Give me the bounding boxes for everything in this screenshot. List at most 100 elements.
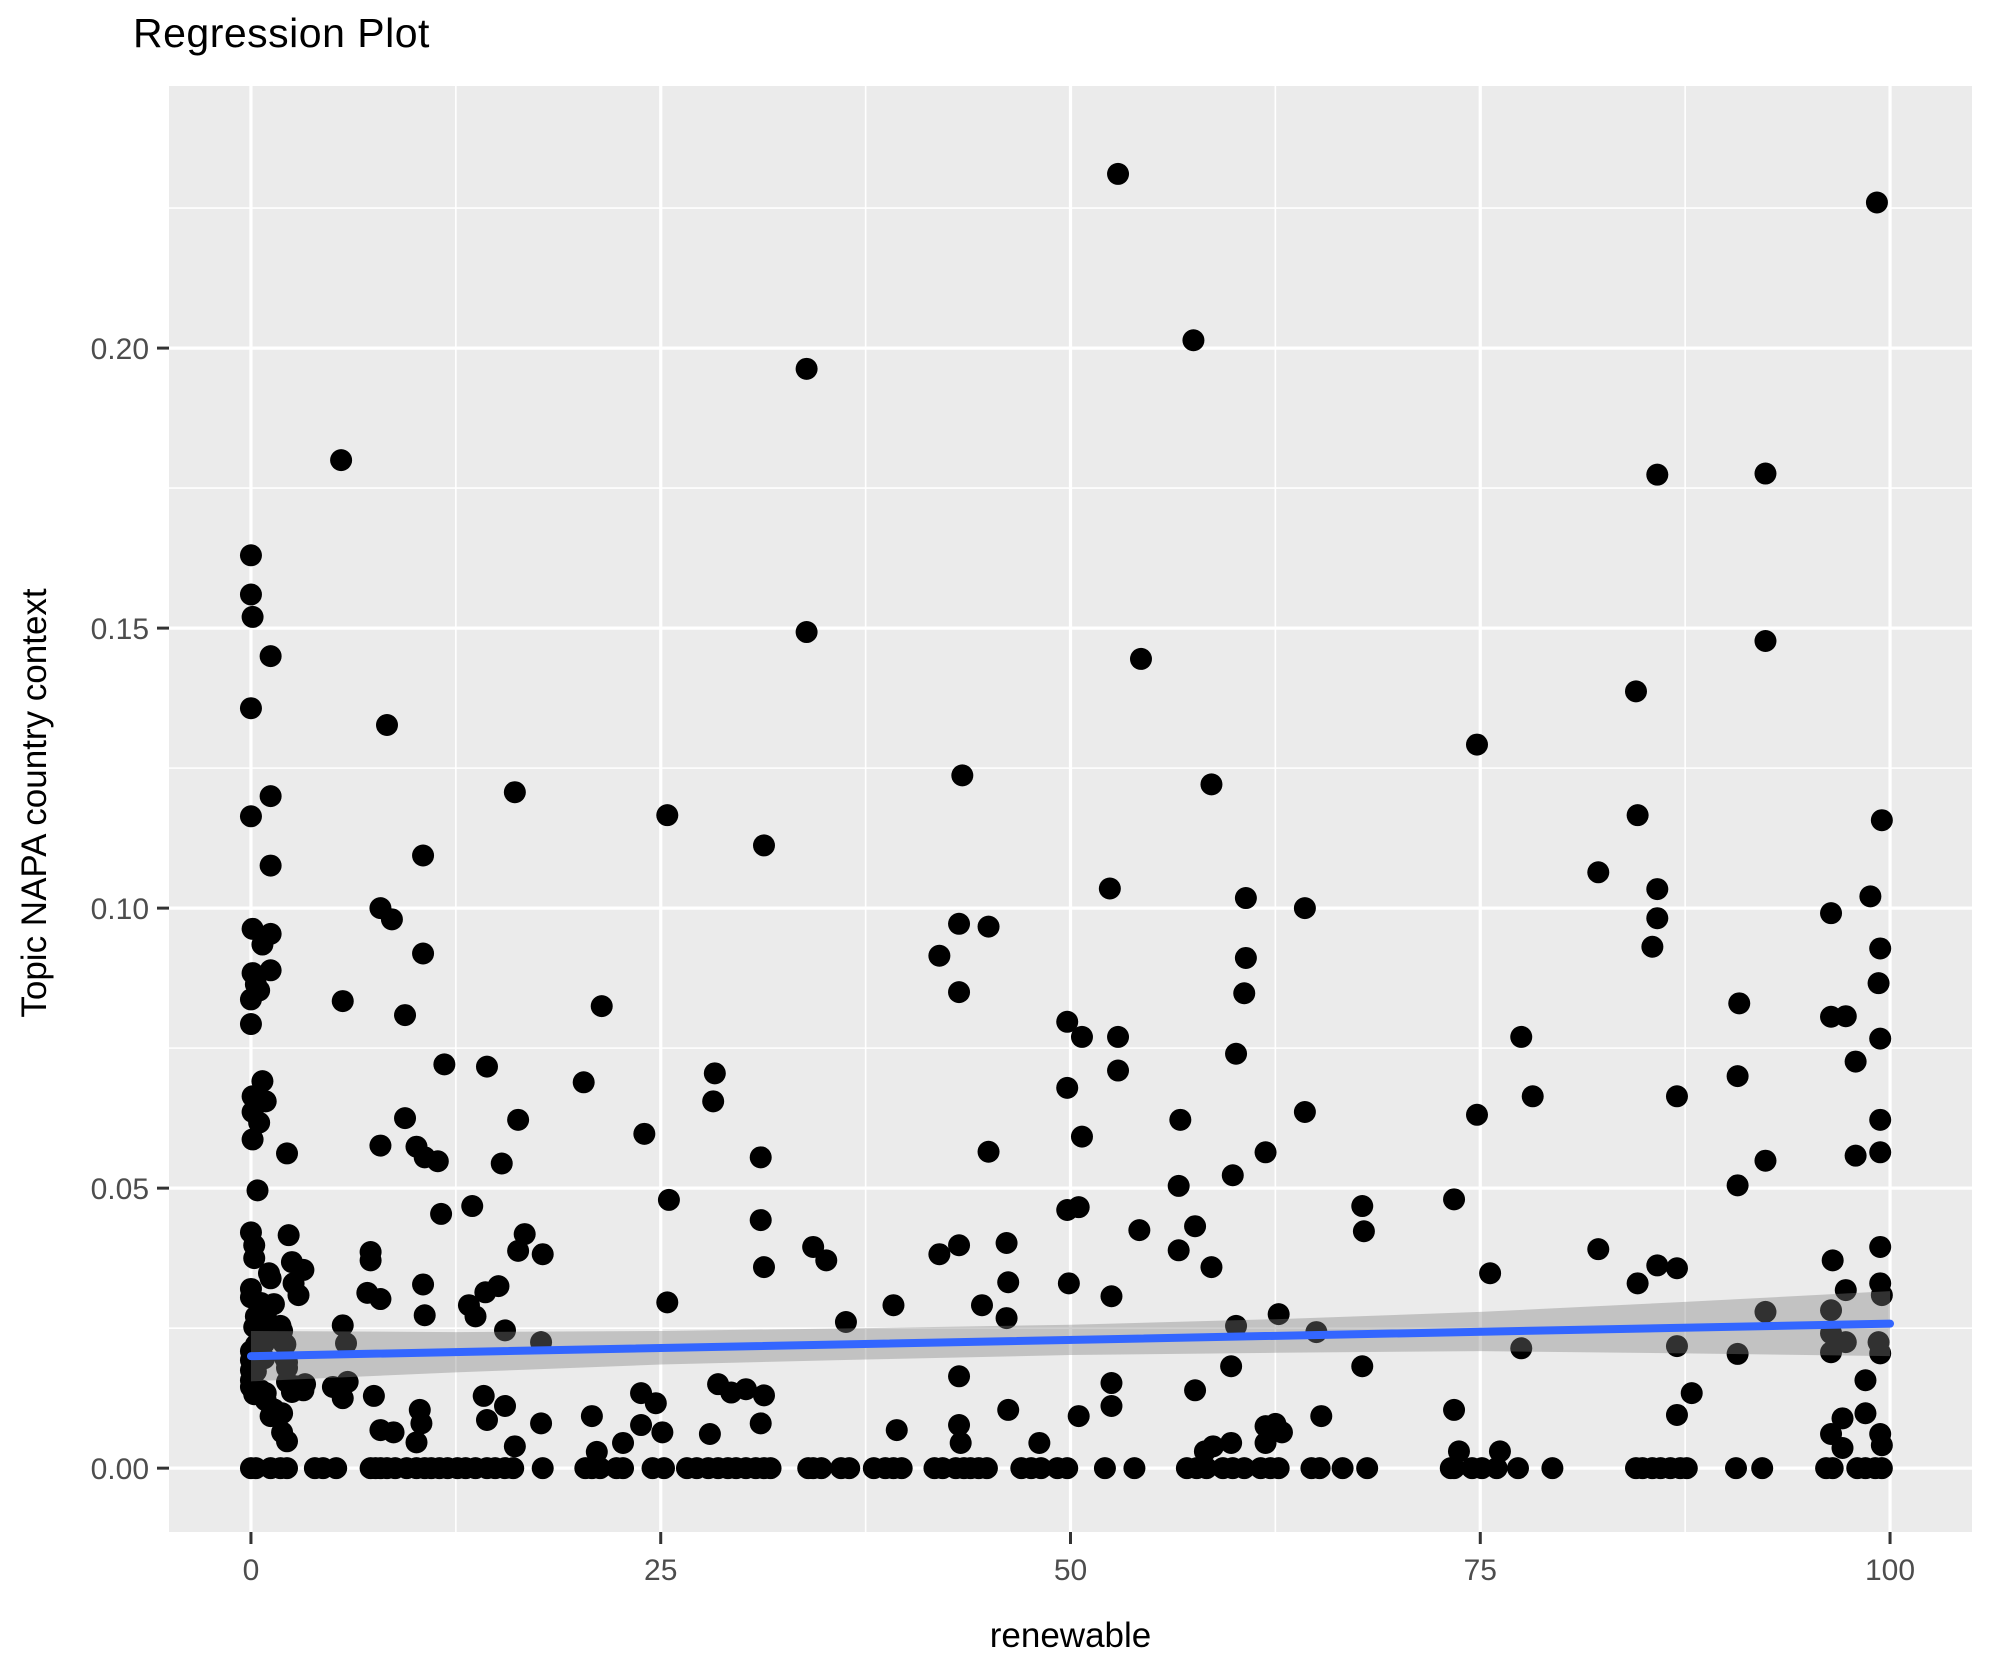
data-point bbox=[1352, 1220, 1375, 1243]
data-point bbox=[259, 1267, 282, 1290]
data-point bbox=[1587, 861, 1610, 884]
data-point bbox=[1820, 1341, 1843, 1364]
data-point bbox=[657, 1188, 680, 1211]
data-point bbox=[1820, 1299, 1843, 1322]
data-point bbox=[359, 1249, 382, 1272]
data-point bbox=[375, 713, 398, 736]
data-point bbox=[276, 1457, 299, 1480]
data-point bbox=[1447, 1440, 1470, 1463]
data-point bbox=[1070, 1025, 1093, 1048]
data-point bbox=[239, 697, 262, 720]
data-point bbox=[580, 1405, 603, 1428]
data-point bbox=[995, 1307, 1018, 1330]
data-point bbox=[1443, 1188, 1466, 1211]
data-point bbox=[1869, 1141, 1892, 1164]
data-point bbox=[433, 1053, 456, 1076]
data-point bbox=[405, 1431, 428, 1454]
x-axis-tick-label: 0 bbox=[243, 1554, 260, 1587]
data-point bbox=[1488, 1440, 1511, 1463]
data-point bbox=[1726, 1065, 1749, 1088]
data-point bbox=[1820, 902, 1843, 925]
data-point bbox=[1028, 1431, 1051, 1454]
data-point bbox=[1200, 773, 1223, 796]
data-point bbox=[749, 1209, 772, 1232]
data-point bbox=[1100, 1394, 1123, 1417]
y-axis-tick-label: 0.05 bbox=[91, 1173, 149, 1206]
data-point bbox=[1869, 1235, 1892, 1258]
data-point bbox=[1331, 1457, 1354, 1480]
data-point bbox=[1169, 1108, 1192, 1131]
data-point bbox=[246, 1179, 269, 1202]
data-point bbox=[394, 1107, 417, 1130]
data-point bbox=[1726, 1342, 1749, 1365]
data-point bbox=[949, 1431, 972, 1454]
data-point bbox=[948, 1414, 971, 1437]
data-point bbox=[948, 912, 971, 935]
data-point bbox=[1834, 1005, 1857, 1028]
data-point bbox=[1587, 1238, 1610, 1261]
data-point bbox=[1869, 1342, 1892, 1365]
data-point bbox=[330, 449, 353, 472]
data-point bbox=[1854, 1402, 1877, 1425]
data-point bbox=[380, 908, 403, 931]
data-point bbox=[1310, 1405, 1333, 1428]
data-point bbox=[1234, 946, 1257, 969]
data-point bbox=[259, 1405, 282, 1428]
data-point bbox=[1646, 1254, 1669, 1277]
data-point bbox=[997, 1271, 1020, 1294]
data-point bbox=[239, 805, 262, 828]
data-point bbox=[1751, 1457, 1774, 1480]
data-point bbox=[572, 1071, 595, 1094]
data-point bbox=[241, 1128, 264, 1151]
plot-title: Regression Plot bbox=[133, 10, 430, 56]
y-axis-tick-label: 0.10 bbox=[91, 893, 149, 926]
data-point bbox=[970, 1294, 993, 1317]
data-point bbox=[1267, 1303, 1290, 1326]
y-axis-title: Topic NAPA country context bbox=[15, 588, 54, 1018]
data-point bbox=[644, 1392, 667, 1415]
data-point bbox=[1254, 1431, 1277, 1454]
data-point bbox=[656, 804, 679, 827]
data-point bbox=[1220, 1431, 1243, 1454]
data-point bbox=[1107, 1025, 1130, 1048]
data-point bbox=[1831, 1436, 1854, 1459]
data-point bbox=[248, 1111, 271, 1134]
data-point bbox=[1067, 1405, 1090, 1428]
data-point bbox=[1724, 1457, 1747, 1480]
data-point bbox=[928, 1243, 951, 1266]
data-point bbox=[413, 1304, 436, 1327]
data-point bbox=[612, 1457, 635, 1480]
data-point bbox=[1626, 1272, 1649, 1295]
data-point bbox=[507, 1239, 530, 1262]
data-point bbox=[997, 1398, 1020, 1421]
data-point bbox=[241, 605, 264, 628]
data-point bbox=[1293, 1100, 1316, 1123]
data-point bbox=[752, 1256, 775, 1279]
data-point bbox=[885, 1419, 908, 1442]
y-axis-tick-label: 0.00 bbox=[91, 1453, 149, 1486]
data-point bbox=[720, 1381, 743, 1404]
data-point bbox=[795, 357, 818, 380]
data-point bbox=[1098, 877, 1121, 900]
data-point bbox=[362, 1384, 385, 1407]
y-axis-tick-label: 0.20 bbox=[91, 333, 149, 366]
data-point bbox=[1870, 1284, 1893, 1307]
data-point bbox=[1184, 1215, 1207, 1238]
data-point bbox=[1510, 1025, 1533, 1048]
data-point bbox=[239, 988, 262, 1011]
data-point bbox=[335, 1332, 358, 1355]
data-point bbox=[1510, 1337, 1533, 1360]
data-point bbox=[1057, 1272, 1080, 1295]
data-point bbox=[1356, 1457, 1379, 1480]
x-axis-title: renewable bbox=[989, 1616, 1152, 1655]
data-point bbox=[412, 844, 435, 867]
data-point bbox=[331, 1314, 354, 1337]
data-point bbox=[475, 1408, 498, 1431]
data-point bbox=[702, 1090, 725, 1113]
data-point bbox=[749, 1146, 772, 1169]
data-point bbox=[795, 621, 818, 644]
data-point bbox=[1443, 1457, 1466, 1480]
data-point bbox=[503, 781, 526, 804]
data-point bbox=[1665, 1085, 1688, 1108]
